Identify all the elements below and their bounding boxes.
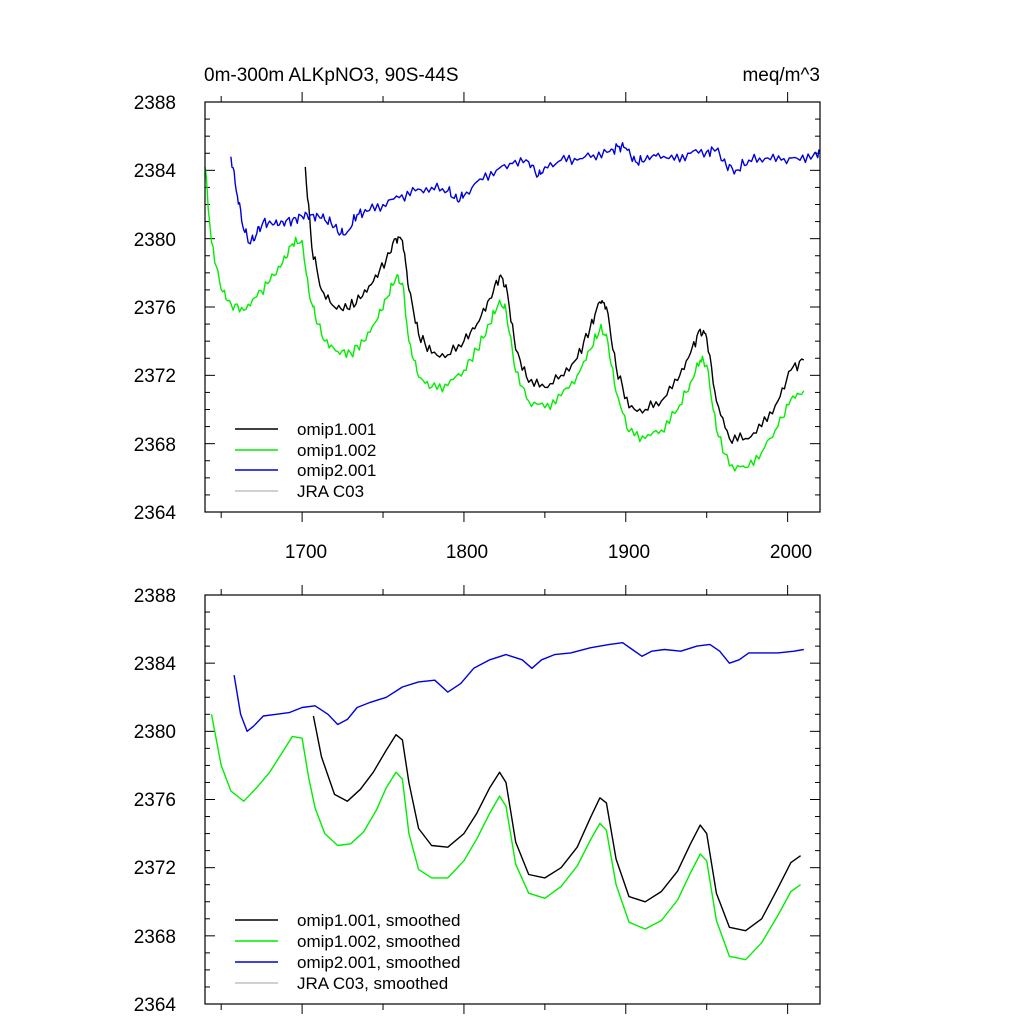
panel-bottom: 2388 2384 2380 2376 2372 2368 2364 omip1… [134,585,821,1016]
y-tick-label: 2380 [134,722,176,743]
legend-label-omip2-001: omip2.001 [297,461,376,480]
y-tick-label: 2364 [134,503,177,524]
legend-label-omip1-002-smoothed: omip1.002, smoothed [297,932,461,951]
y-tick-label: 2388 [134,586,176,607]
y-tick-label: 2376 [134,790,176,811]
panel-top: 0m-300m ALKpNO3, 90S-44S meq/m^3 2388 23… [134,65,821,563]
x-tick-label: 2000 [770,542,812,563]
series-line-omip2-001 [230,142,821,245]
y-tick-label: 2368 [134,435,176,456]
y-tick-label: 2384 [134,654,177,675]
series-layer-bottom [210,642,804,961]
y-tick-label: 2376 [134,298,176,319]
tick-marks-top [205,92,820,522]
y-tick-label: 2372 [134,858,176,879]
units-label: meq/m^3 [742,65,820,86]
legend-label-omip1-002: omip1.002 [297,441,376,460]
y-tick-label: 2388 [134,93,176,114]
plot-frame-bottom [204,594,821,1005]
legend-label-omip1-001: omip1.001 [297,420,376,439]
y-tick-label: 2364 [134,995,177,1016]
legend-label-omip2-001-smoothed: omip2.001, smoothed [297,953,461,972]
series-line-omip1-002-smoothed [210,714,802,961]
y-tick-label: 2380 [134,230,176,251]
x-tick-label: 1900 [608,542,650,563]
x-tick-labels-top: 1700 1800 1900 2000 [285,542,812,563]
series-line-omip2-001-smoothed [233,642,804,732]
series-line-omip1-002 [204,166,805,472]
series-layer-top [204,142,821,472]
chart-title: 0m-300m ALKpNO3, 90S-44S [204,65,459,86]
legend-bottom: omip1.001, smoothed omip1.002, smoothed … [235,911,461,993]
series-line-omip1-001-smoothed [312,715,802,932]
y-tick-labels-top: 2388 2384 2380 2376 2372 2368 2364 [134,93,177,524]
series-line-omip1-001 [304,166,805,444]
y-tick-labels-bottom: 2388 2384 2380 2376 2372 2368 2364 [134,586,177,1016]
legend-label-omip1-001-smoothed: omip1.001, smoothed [297,911,461,930]
legend-top: omip1.001 omip1.002 omip2.001 JRA C03 [235,420,376,501]
x-tick-label: 1700 [285,542,327,563]
y-tick-label: 2372 [134,366,176,387]
legend-label-jra-c03: JRA C03 [297,482,364,501]
y-tick-label: 2384 [134,161,177,182]
x-tick-label: 1800 [446,542,488,563]
legend-label-jra-c03-smoothed: JRA C03, smoothed [297,974,448,993]
y-tick-label: 2368 [134,927,176,948]
plot-frame-top [204,101,821,513]
